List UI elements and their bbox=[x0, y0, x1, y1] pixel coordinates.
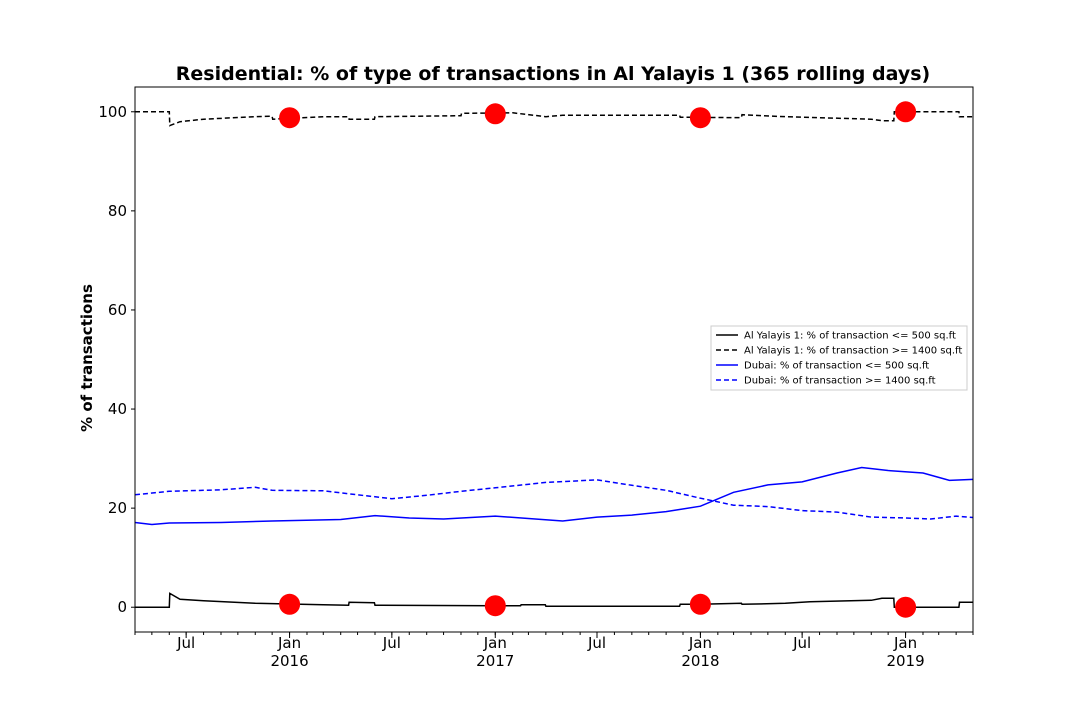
series-line-1 bbox=[135, 592, 973, 608]
y-tick-label: 20 bbox=[108, 499, 127, 517]
marker-point-5 bbox=[279, 593, 301, 615]
y-tick-label: 40 bbox=[108, 400, 127, 418]
x-tick-label: Jul bbox=[792, 634, 811, 652]
x-tick-label: Jan bbox=[483, 634, 507, 652]
marker-point-3 bbox=[689, 107, 711, 129]
marker-layer bbox=[279, 101, 917, 618]
legend-label-2: Al Yalayis 1: % of transaction >= 1400 s… bbox=[744, 346, 962, 357]
series-line-2 bbox=[135, 111, 973, 127]
x-tick-year-label: 2016 bbox=[270, 652, 308, 670]
x-tick-label: Jan bbox=[277, 634, 301, 652]
marker-point-4 bbox=[895, 101, 917, 123]
marker-point-1 bbox=[279, 107, 301, 129]
x-tick-label: Jul bbox=[176, 634, 195, 652]
series-layer bbox=[134, 111, 974, 608]
y-tick-label: 0 bbox=[117, 598, 127, 616]
legend-label-3: Dubai: % of transaction <= 500 sq.ft bbox=[744, 361, 929, 372]
marker-point-6 bbox=[484, 595, 506, 617]
marker-point-2 bbox=[484, 103, 506, 125]
x-tick-year-label: 2019 bbox=[886, 652, 924, 670]
legend-label-4: Dubai: % of transaction >= 1400 sq.ft bbox=[744, 376, 936, 387]
x-tick-year-label: 2017 bbox=[476, 652, 514, 670]
y-tick-label: 60 bbox=[108, 301, 127, 319]
y-tick-label: 80 bbox=[108, 202, 127, 220]
legend-box bbox=[710, 325, 968, 391]
legend-label-1: Al Yalayis 1: % of transaction <= 500 sq… bbox=[744, 331, 956, 342]
x-tick-label: Jul bbox=[382, 634, 401, 652]
x-tick-year-label: 2018 bbox=[681, 652, 719, 670]
x-tick-label: Jul bbox=[587, 634, 606, 652]
legend: Al Yalayis 1: % of transaction <= 500 sq… bbox=[710, 325, 968, 391]
y-tick-label: 100 bbox=[98, 103, 127, 121]
x-tick-label: Jan bbox=[688, 634, 712, 652]
marker-point-8 bbox=[895, 596, 917, 618]
y-axis-label: % of transactions bbox=[78, 284, 96, 432]
plot-frame bbox=[134, 86, 974, 633]
marker-point-7 bbox=[689, 593, 711, 615]
chart-title: Residential: % of type of transactions i… bbox=[176, 63, 930, 85]
series-line-3 bbox=[134, 466, 974, 526]
series-line-4 bbox=[134, 479, 974, 520]
y-axis: 0 20 40 60 80 100 bbox=[98, 103, 135, 616]
x-tick-label: Jan bbox=[893, 634, 917, 652]
